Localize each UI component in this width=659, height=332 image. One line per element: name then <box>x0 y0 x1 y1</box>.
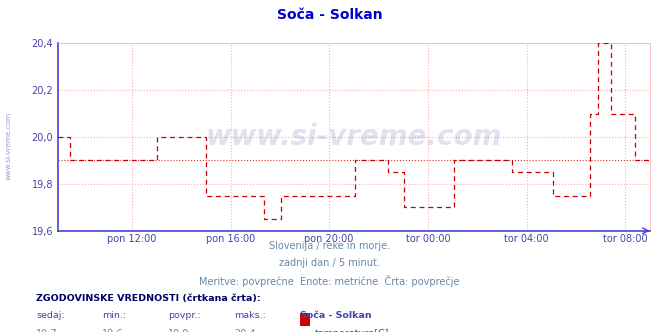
Text: Slovenija / reke in morje.: Slovenija / reke in morje. <box>269 241 390 251</box>
Text: maks.:: maks.: <box>234 311 266 320</box>
Text: sedaj:: sedaj: <box>36 311 65 320</box>
Text: Meritve: povprečne  Enote: metrične  Črta: povprečje: Meritve: povprečne Enote: metrične Črta:… <box>199 275 460 287</box>
Text: ZGODOVINSKE VREDNOSTI (črtkana črta):: ZGODOVINSKE VREDNOSTI (črtkana črta): <box>36 294 261 303</box>
Text: 19,7: 19,7 <box>36 329 58 332</box>
Text: min.:: min.: <box>102 311 127 320</box>
Text: povpr.:: povpr.: <box>168 311 201 320</box>
Text: Soča - Solkan: Soča - Solkan <box>277 8 382 22</box>
Text: www.si-vreme.com: www.si-vreme.com <box>5 112 11 180</box>
Text: www.si-vreme.com: www.si-vreme.com <box>206 123 502 151</box>
Text: temperatura[C]: temperatura[C] <box>314 329 389 332</box>
Text: 20,4: 20,4 <box>234 329 256 332</box>
Text: 19,9: 19,9 <box>168 329 190 332</box>
Text: zadnji dan / 5 minut.: zadnji dan / 5 minut. <box>279 258 380 268</box>
Text: Soča - Solkan: Soča - Solkan <box>300 311 372 320</box>
Text: 19,6: 19,6 <box>102 329 124 332</box>
